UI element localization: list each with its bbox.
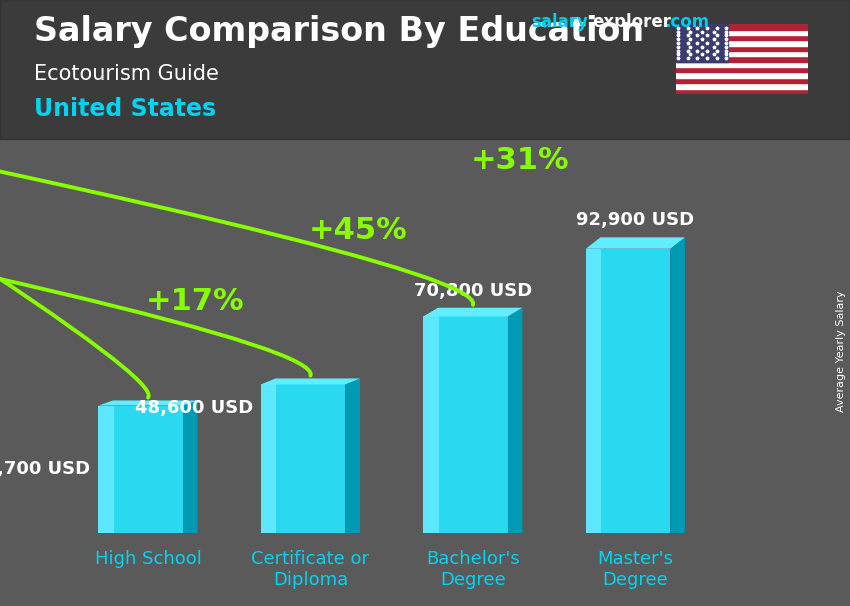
Polygon shape [507,308,523,533]
Bar [676,88,807,94]
Text: High School: High School [94,550,201,568]
Bar [676,83,807,88]
Bar [676,35,807,41]
Text: +31%: +31% [471,145,570,175]
Polygon shape [183,401,197,533]
Bar [601,248,671,533]
Bar [439,316,507,533]
Text: United States: United States [34,97,216,121]
Bar [423,316,439,533]
Bar [99,405,114,533]
Bar [114,405,183,533]
Text: +45%: +45% [309,216,407,245]
Text: Salary Comparison By Education: Salary Comparison By Education [34,15,644,48]
Bar [676,30,807,35]
Text: Bachelor's
Degree: Bachelor's Degree [426,550,520,589]
Polygon shape [99,401,197,405]
Bar [676,62,807,67]
Text: Ecotourism Guide: Ecotourism Guide [34,64,218,84]
Polygon shape [261,379,360,384]
Bar [676,73,807,78]
Bar [276,384,345,533]
Text: explorer: explorer [592,13,672,32]
Bar [676,45,807,51]
Polygon shape [671,238,685,533]
Bar [676,41,807,45]
Text: Certificate or
Diploma: Certificate or Diploma [252,550,370,589]
Text: 70,800 USD: 70,800 USD [414,282,532,300]
Bar [676,51,807,56]
Text: Average Yearly Salary: Average Yearly Salary [836,291,846,412]
Bar [261,384,276,533]
Polygon shape [586,238,685,248]
Polygon shape [423,308,523,316]
Bar [676,56,807,62]
Text: +17%: +17% [146,287,245,316]
Bar [676,67,807,73]
Text: 48,600 USD: 48,600 USD [134,399,252,418]
Text: 41,700 USD: 41,700 USD [0,461,90,478]
Bar [586,248,601,533]
Polygon shape [345,379,360,533]
Bar [676,78,807,83]
Bar [676,24,728,62]
Text: .com: .com [665,13,710,32]
Text: salary: salary [531,13,588,32]
Bar [676,24,807,30]
Text: 92,900 USD: 92,900 USD [576,211,694,229]
Text: Master's
Degree: Master's Degree [598,550,673,589]
